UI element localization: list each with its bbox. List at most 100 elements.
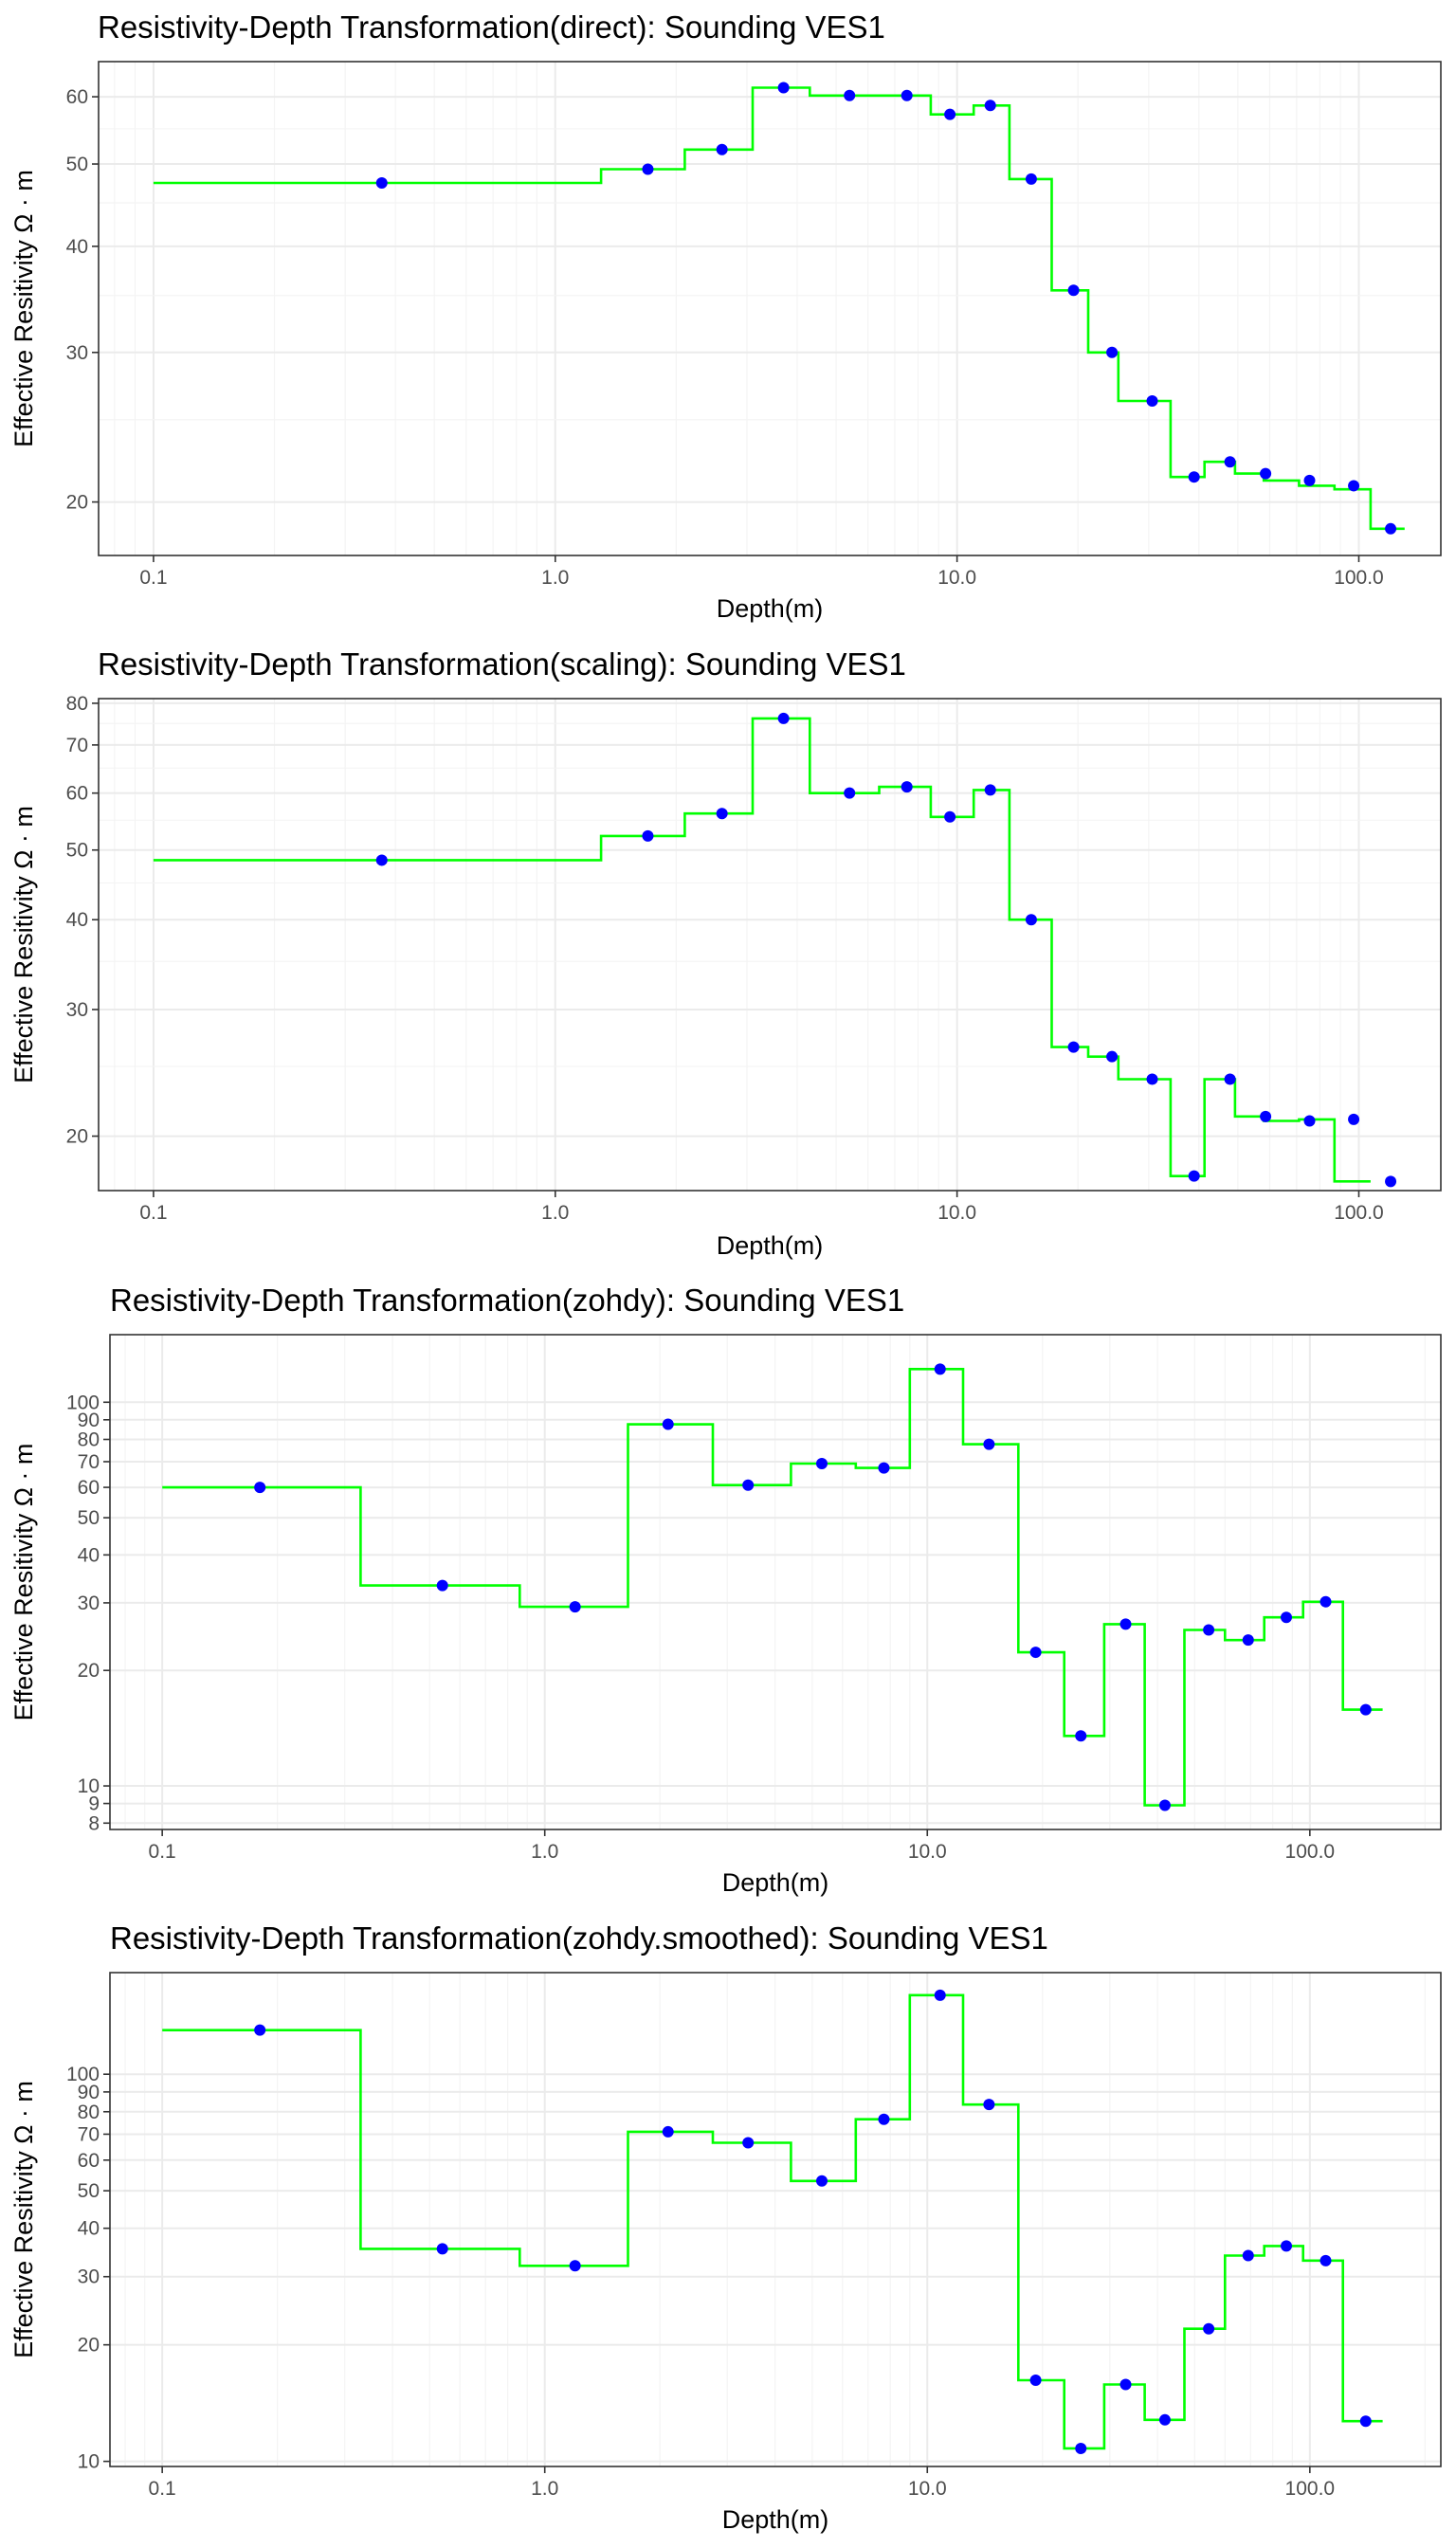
- panel-border: [98, 61, 1442, 556]
- y-tick-label: 40: [78, 2218, 100, 2240]
- x-tick-label: 10.0: [937, 567, 976, 589]
- data-point: [878, 2113, 890, 2125]
- data-point: [436, 2243, 448, 2255]
- data-point: [1203, 1624, 1215, 1636]
- x-tick-label: 1.0: [541, 1202, 569, 1224]
- y-axis: 20 30 40 50 60: [66, 86, 99, 514]
- data-point: [1242, 2249, 1254, 2262]
- data-point: [1260, 467, 1272, 480]
- x-grid: [114, 699, 1360, 1191]
- data-point: [1281, 1611, 1293, 1624]
- y-tick-label: 80: [78, 2102, 100, 2123]
- data-points: [375, 82, 1397, 535]
- y-tick-label: 20: [66, 1126, 88, 1148]
- chart-title: Resistivity-Depth Transformation(zohdy):…: [110, 1283, 904, 1318]
- y-grid: [99, 96, 1441, 503]
- data-point: [642, 163, 654, 175]
- data-point: [254, 1482, 266, 1494]
- x-tick-label: 100.0: [1285, 1841, 1336, 1863]
- data-point: [944, 108, 956, 120]
- data-point: [1025, 173, 1037, 185]
- data-point: [844, 787, 856, 799]
- x-tick-label: 10.0: [908, 1841, 947, 1863]
- data-point: [1348, 480, 1360, 492]
- x-axis-label: Depth(m): [722, 2505, 829, 2534]
- data-point: [777, 712, 790, 724]
- data-point: [569, 1601, 581, 1613]
- data-point: [934, 1989, 946, 2001]
- data-point: [716, 143, 728, 155]
- data-point: [984, 100, 996, 112]
- data-point: [1119, 1618, 1132, 1630]
- y-axis-label: Effective Resitivity Ω · m: [9, 1444, 38, 1721]
- data-point: [1303, 1115, 1316, 1127]
- data-point: [934, 1363, 946, 1375]
- y-tick-label: 80: [78, 1429, 100, 1451]
- data-point: [878, 1462, 890, 1474]
- y-tick-label: 100: [66, 2064, 100, 2085]
- y-tick-label: 70: [66, 735, 88, 756]
- data-point: [254, 2024, 266, 2036]
- plot-panel: [99, 62, 1441, 555]
- y-tick-label: 70: [78, 1451, 100, 1473]
- step-line: [153, 86, 1405, 531]
- y-tick-label: 80: [66, 693, 88, 715]
- chart-title: Resistivity-Depth Transformation(scaling…: [98, 646, 906, 682]
- chart-title: Resistivity-Depth Transformation(direct)…: [98, 9, 885, 45]
- y-tick-label: 90: [78, 1410, 100, 1431]
- x-tick-label: 100.0: [1334, 1202, 1384, 1224]
- x-tick-label: 10.0: [908, 2478, 947, 2500]
- panel-border: [109, 1972, 1442, 2467]
- y-axis-label: Effective Resitivity Ω · m: [9, 806, 38, 1083]
- y-tick-label: 60: [78, 1477, 100, 1499]
- data-point: [777, 82, 790, 94]
- x-axis-label: Depth(m): [717, 1231, 824, 1260]
- data-point: [1025, 914, 1037, 926]
- y-tick-label: 60: [66, 86, 88, 108]
- data-point: [716, 808, 728, 820]
- panel-border: [109, 1334, 1442, 1830]
- data-point: [1348, 1113, 1360, 1125]
- data-point: [844, 89, 856, 101]
- y-axis-label: Effective Resitivity Ω · m: [9, 170, 38, 447]
- y-tick-label: 50: [66, 840, 88, 862]
- data-point: [742, 2137, 755, 2149]
- x-tick-label: 1.0: [531, 2478, 558, 2500]
- data-point: [1029, 1647, 1042, 1659]
- step-line: [162, 1993, 1383, 2450]
- y-tick-label: 30: [66, 342, 88, 364]
- y-axis: 20 30 40 50 60 70 80: [66, 693, 99, 1148]
- x-tick-label: 10.0: [937, 1202, 976, 1224]
- data-point: [983, 2099, 995, 2111]
- x-axis-label: Depth(m): [717, 594, 824, 623]
- data-point: [1146, 1073, 1158, 1085]
- data-point: [1188, 1170, 1200, 1182]
- data-point: [815, 1457, 828, 1469]
- data-point: [1188, 471, 1200, 483]
- y-grid: [99, 701, 1441, 1138]
- data-points: [375, 712, 1397, 1188]
- y-tick-label: 50: [78, 2180, 100, 2202]
- data-point: [1224, 456, 1236, 468]
- x-axis: 0.1 1.0 10.0 100.0: [139, 555, 1384, 589]
- y-tick-label: 60: [66, 783, 88, 805]
- data-point: [1158, 2413, 1171, 2426]
- data-point: [815, 2175, 828, 2187]
- x-tick-label: 100.0: [1334, 567, 1384, 589]
- y-tick-label: 20: [78, 1660, 100, 1682]
- y-tick-label: 9: [88, 1793, 100, 1815]
- data-point: [1242, 1634, 1254, 1647]
- x-axis-label: Depth(m): [722, 1868, 829, 1897]
- x-axis: 0.1 1.0 10.0 100.0: [139, 1191, 1384, 1224]
- x-tick-label: 0.1: [149, 1841, 176, 1863]
- data-point: [901, 89, 913, 101]
- data-point: [1067, 1041, 1080, 1053]
- data-point: [569, 2260, 581, 2272]
- data-point: [1075, 1730, 1087, 1742]
- data-point: [984, 784, 996, 796]
- y-grid: [110, 2073, 1441, 2463]
- x-tick-label: 1.0: [531, 1841, 558, 1863]
